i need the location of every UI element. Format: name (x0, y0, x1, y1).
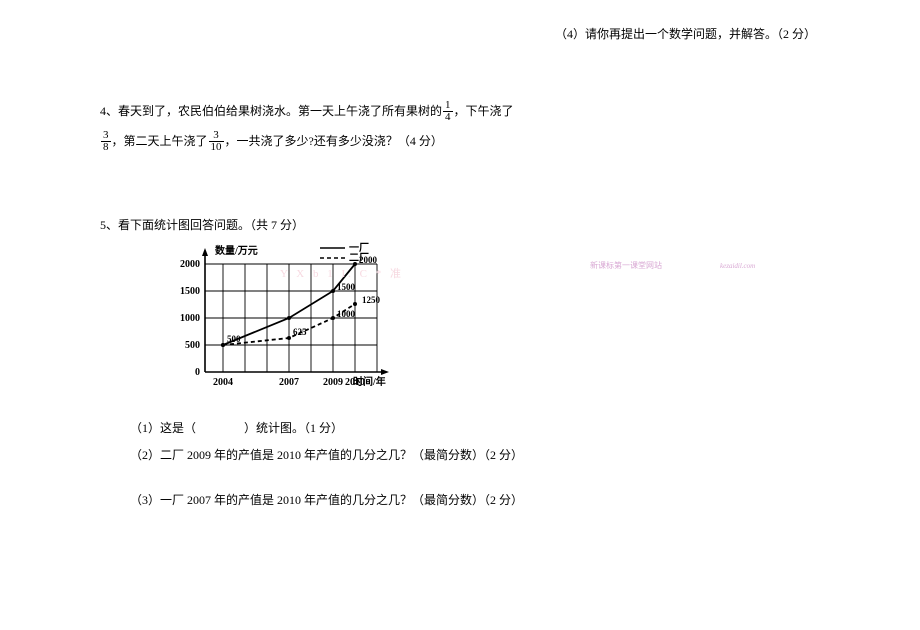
watermark-2a: 新课标第一课堂网站 (590, 260, 662, 271)
fraction-1: 14 (443, 100, 453, 123)
q4-mid2: ，第二天上午浇了 (112, 134, 208, 148)
svg-text:2000: 2000 (359, 255, 378, 265)
q5-sub4: （4）请你再提出一个数学问题，并解答。（2 分） (555, 27, 816, 41)
svg-text:1500: 1500 (337, 282, 356, 292)
watermark-2b: kezaidil.com (720, 262, 755, 270)
q4-prefix: 4、春天到了，农民伯伯给果树浇水。第一天上午浇了所有果树的 (100, 104, 442, 118)
left-column: 4、春天到了，农民伯伯给果树浇水。第一天上午浇了所有果树的14，下午浇了 38，… (100, 100, 530, 511)
svg-text:1250: 1250 (362, 295, 381, 305)
q5-sub1: （1）这是（ ）统计图。（1 分） (130, 417, 530, 440)
q4-tail: ，一共浇了多少?还有多少没浇？（4 分） (225, 134, 443, 148)
fraction-2: 38 (101, 130, 111, 153)
svg-text:0: 0 (195, 367, 200, 378)
svg-text:时间/年: 时间/年 (353, 375, 386, 388)
svg-text:1000: 1000 (337, 309, 356, 319)
svg-text:2009: 2009 (323, 377, 343, 388)
right-column: （4）请你再提出一个数学问题，并解答。（2 分） (555, 25, 885, 42)
q5-sub2: （2）二厂 2009 年的产值是 2010 年产值的几分之几？（最简分数）（2 … (130, 444, 530, 467)
fraction-3: 310 (209, 130, 224, 153)
svg-text:625: 625 (293, 327, 307, 337)
svg-text:数量/万元: 数量/万元 (215, 244, 258, 257)
q5-title: 5、看下面统计图回答问题。（共 7 分） (100, 214, 530, 237)
q4-mid1: ，下午浇了 (454, 104, 514, 118)
svg-text:500: 500 (227, 334, 241, 344)
svg-text:2007: 2007 (279, 377, 299, 388)
svg-text:1000: 1000 (180, 313, 200, 324)
svg-text:500: 500 (185, 340, 200, 351)
watermark-1: Y X b 1 I. C * 准 (280, 265, 404, 281)
line-chart: 05001000150020002004200720092010数量/万元时间/… (165, 240, 405, 395)
svg-text:2000: 2000 (180, 259, 200, 270)
q5-sub3: （3）一厂 2007 年的产值是 2010 年产值的几分之几？（最简分数）（2 … (130, 489, 530, 512)
svg-text:2004: 2004 (213, 377, 233, 388)
q4-line2: 38，第二天上午浇了310，一共浇了多少?还有多少没浇？（4 分） (100, 130, 530, 154)
q4-line1: 4、春天到了，农民伯伯给果树浇水。第一天上午浇了所有果树的14，下午浇了 (100, 100, 530, 124)
svg-text:1500: 1500 (180, 286, 200, 297)
